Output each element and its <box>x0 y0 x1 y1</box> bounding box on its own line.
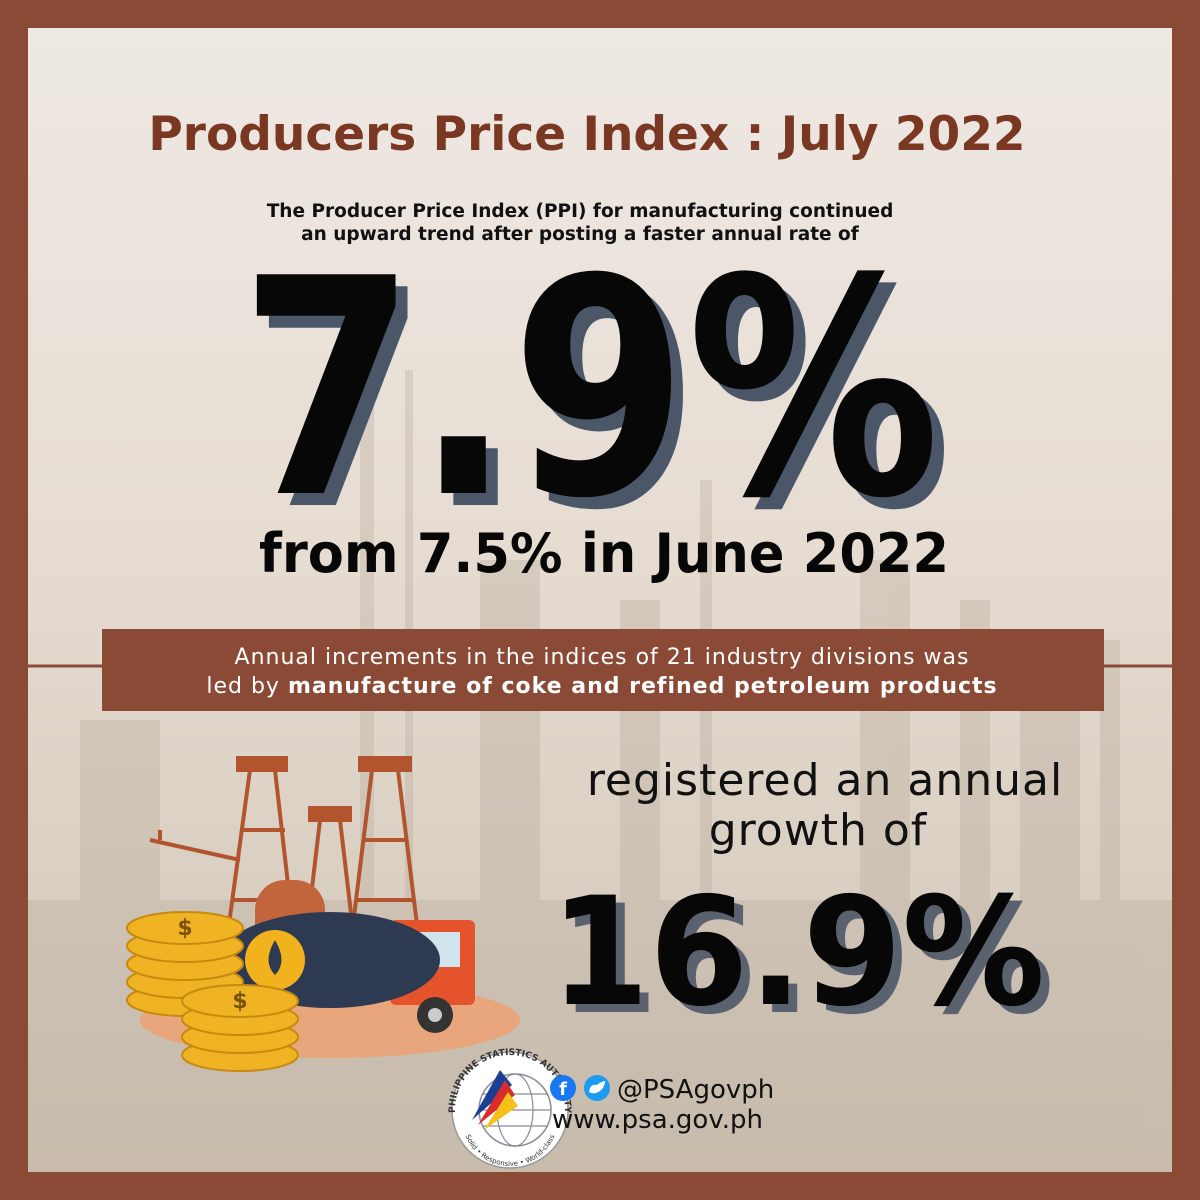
refinery-backdrop <box>1100 640 1120 1080</box>
coin-symbol: $ <box>177 916 192 941</box>
psa-logo <box>484 1092 518 1130</box>
refinery-backdrop <box>1020 700 1080 1080</box>
illustration <box>149 830 241 862</box>
illustration <box>358 756 412 772</box>
illustration <box>181 984 299 1018</box>
coin-symbol: $$ <box>177 916 247 1014</box>
title: Producers Price Index : July 2022 <box>148 107 1025 162</box>
psa-logo <box>472 1070 512 1120</box>
coin-symbol: $ <box>232 989 247 1014</box>
illustration <box>236 756 288 772</box>
banner-text: Annual increments in the indices of 21 i… <box>235 645 970 670</box>
banner-emphasis: manufacture of coke and refined petroleu… <box>288 674 998 699</box>
highlight-rate: 16.9% <box>550 866 1045 1040</box>
illustration <box>126 911 299 1072</box>
illustration: $$ <box>126 756 520 1072</box>
highlight-lead: registered an annual <box>587 755 1063 806</box>
social-icons <box>550 1075 576 1101</box>
comparison: from 7.5% in June 2022 <box>259 522 949 585</box>
illustration <box>126 911 244 945</box>
banner-text: led by manufacture of coke and refined p… <box>206 674 997 699</box>
social-icons: f <box>550 1075 610 1101</box>
headline-rate: 7.9% <box>240 215 940 564</box>
intro-line: an upward trend after posting a faster a… <box>301 224 860 245</box>
illustration <box>268 940 282 975</box>
highlight-lead: growth of <box>709 805 928 856</box>
illustration <box>428 1008 442 1022</box>
social-icons <box>589 1081 605 1094</box>
social-icons: f <box>559 1079 567 1100</box>
banner-text: led by <box>206 674 288 699</box>
psa-logo <box>479 1073 551 1147</box>
psa-logo <box>478 1080 515 1125</box>
refinery-backdrop <box>360 380 374 1080</box>
intro-line: The Producer Price Index (PPI) for manuf… <box>267 201 894 222</box>
illustration <box>149 756 427 991</box>
social-handle: @PSAgovph <box>617 1075 774 1105</box>
growth-shadow: 16.9% <box>559 874 1054 1048</box>
banner <box>102 629 1104 711</box>
website: www.psa.gov.ph <box>552 1105 763 1135</box>
refinery-backdrop <box>405 370 413 1070</box>
rate-shadow: 7.9% <box>252 227 952 576</box>
illustration <box>308 806 352 822</box>
